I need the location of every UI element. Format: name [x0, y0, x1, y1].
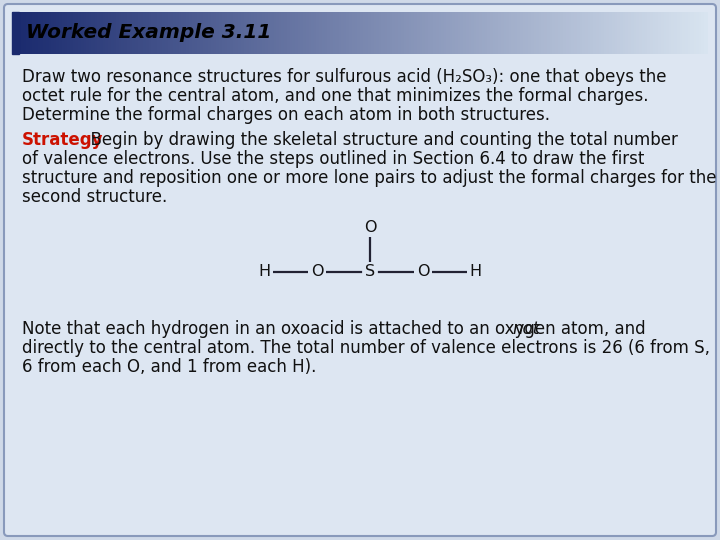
Text: Begin by drawing the skeletal structure and counting the total number: Begin by drawing the skeletal structure … [80, 131, 678, 149]
Text: Note that each hydrogen in an oxoacid is attached to an oxygen atom, and: Note that each hydrogen in an oxoacid is… [22, 320, 651, 338]
Text: O: O [364, 219, 377, 234]
Text: O: O [311, 265, 323, 280]
Text: structure and reposition one or more lone pairs to adjust the formal charges for: structure and reposition one or more lon… [22, 169, 716, 187]
Text: Draw two resonance structures for sulfurous acid (H₂SO₃): one that obeys the: Draw two resonance structures for sulfur… [22, 68, 667, 86]
Text: Strategy: Strategy [22, 131, 104, 149]
Text: H: H [469, 265, 482, 280]
Text: O: O [417, 265, 429, 280]
FancyBboxPatch shape [4, 4, 716, 536]
Text: 6 from each O, and 1 from each H).: 6 from each O, and 1 from each H). [22, 358, 316, 376]
Text: directly to the central atom. The total number of valence electrons is 26 (6 fro: directly to the central atom. The total … [22, 339, 710, 357]
Text: not: not [513, 320, 540, 338]
Text: Worked Example 3.11: Worked Example 3.11 [26, 24, 271, 43]
Text: S: S [365, 265, 375, 280]
Text: second structure.: second structure. [22, 188, 167, 206]
Text: H: H [258, 265, 270, 280]
Text: Determine the formal charges on each atom in both structures.: Determine the formal charges on each ato… [22, 106, 550, 124]
Bar [12, 12, 19, 54]
Text: octet rule for the central atom, and one that minimizes the formal charges.: octet rule for the central atom, and one… [22, 87, 649, 105]
Text: of valence electrons. Use the steps outlined in Section 6.4 to draw the first: of valence electrons. Use the steps outl… [22, 150, 644, 168]
